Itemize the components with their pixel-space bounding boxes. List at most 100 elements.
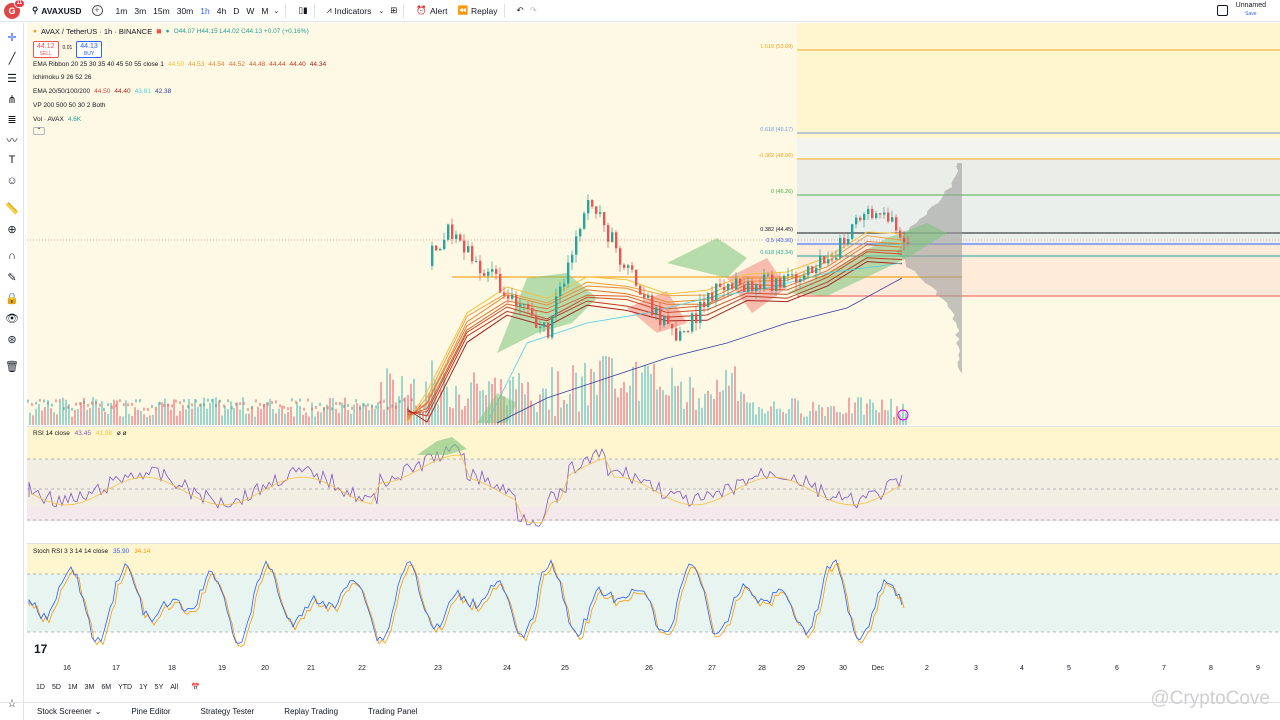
rsi-chart[interactable]	[27, 427, 1280, 542]
rsi-pane[interactable]	[27, 426, 1280, 542]
redo-button[interactable]: ↷	[530, 5, 537, 16]
candle-body	[223, 404, 225, 408]
timeframe-30m[interactable]: 30m	[176, 5, 194, 16]
patterns-icon[interactable]: 〰	[6, 135, 18, 147]
range-3m[interactable]: 3M	[84, 683, 95, 691]
buy-button[interactable]: 44.13 BUY	[76, 40, 102, 58]
volume-bar	[794, 398, 796, 425]
symbol-search[interactable]: ⚲ AVAXUSD	[32, 5, 82, 16]
indicators-button[interactable]: ⩘ Indicators ⌄	[327, 5, 385, 16]
range-1y[interactable]: 1Y	[139, 683, 148, 691]
fib-level-label: 0.618 (49.17)	[760, 127, 793, 133]
undo-button[interactable]: ↶	[517, 5, 524, 16]
candle-body	[311, 407, 313, 411]
ruler-icon[interactable]: 📏	[5, 202, 19, 215]
calendar-icon[interactable]: 📅	[191, 684, 200, 691]
chevron-down-icon[interactable]: ⌄	[273, 7, 280, 15]
volume-bar	[671, 367, 673, 425]
volume-bar	[545, 388, 547, 425]
candle-body	[839, 237, 842, 258]
timeframe-D[interactable]: D	[233, 5, 240, 16]
layout-icon[interactable]	[1216, 4, 1228, 16]
timeframe-M[interactable]: M	[261, 5, 269, 16]
stoch-rsi-chart[interactable]	[27, 544, 1280, 660]
chart-type-button[interactable]: ▯▮	[298, 5, 307, 16]
fib-retracement-icon[interactable]: ≣	[7, 113, 17, 126]
volume-bar	[146, 416, 148, 425]
bottom-tab-replay-trading[interactable]: Replay Trading	[284, 707, 339, 716]
zoom-in-icon[interactable]: ⊕	[7, 223, 17, 236]
eye-icon[interactable]: 👁	[5, 312, 19, 325]
lock-icon[interactable]: 🔒	[5, 292, 19, 305]
profile-avatar[interactable]: G 11	[4, 0, 25, 19]
bottom-tab-strategy-tester[interactable]: Strategy Tester	[200, 707, 255, 716]
pitchfork-icon[interactable]: ⋔	[7, 93, 17, 106]
range-6m[interactable]: 6M	[101, 683, 112, 691]
timeframe-15m[interactable]: 15m	[153, 5, 170, 16]
volume-bar	[446, 386, 448, 425]
indicator-legend-row[interactable]: EMA 20/50/100/200 44.50 44.40 43.81 42.38	[33, 85, 326, 99]
price-pane[interactable]: 1.618 (53.89) 0.618 (49.17) -0.382 (48.06)…	[27, 23, 1280, 425]
range-ytd[interactable]: YTD	[118, 683, 133, 691]
bottom-tab-stock-screener[interactable]: Stock Screener ⌄	[37, 707, 102, 716]
indicator-legend-row[interactable]: EMA Ribbon 20 25 30 35 40 45 50 55 close…	[33, 58, 326, 72]
stoch-k-value: 35.90	[112, 548, 130, 555]
candle-body	[299, 398, 301, 402]
tradingview-logo[interactable]: 17	[34, 642, 48, 656]
rsi-label[interactable]: RSI 14 close	[33, 430, 70, 437]
range-all[interactable]: All	[170, 683, 179, 691]
stoch-rsi-pane[interactable]	[27, 543, 1280, 660]
horizontal-lines-icon[interactable]: ☰	[7, 72, 17, 85]
candle-body	[183, 399, 185, 403]
flag-icon[interactable]: ◼	[156, 28, 162, 35]
bottom-tab-pine-editor[interactable]: Pine Editor	[131, 707, 171, 716]
collapse-legend-button[interactable]: ⌃	[33, 127, 45, 136]
timeframe-4h[interactable]: 4h	[216, 5, 227, 16]
range-1m[interactable]: 1M	[67, 683, 78, 691]
timeframe-1h[interactable]: 1h	[200, 5, 210, 16]
stoch-label[interactable]: Stoch RSI 3 3 14 14 close	[33, 548, 109, 555]
emoji-icon[interactable]: ☺	[6, 175, 18, 187]
indicator-value: 44.44	[269, 60, 286, 68]
indicator-legend-row[interactable]: Vol · AVAX 4.6K	[33, 113, 326, 127]
indicator-legend-row[interactable]: Ichimoku 9 26 52 26	[33, 71, 326, 85]
indicator-legend-row[interactable]: VP 200 500 50 30 2 Both	[33, 99, 326, 113]
range-5d[interactable]: 5D	[51, 683, 61, 691]
sell-button[interactable]: 44.12 SELL	[33, 40, 59, 58]
volume-bar	[566, 403, 568, 425]
pencil-lock-icon[interactable]: ✎	[7, 271, 17, 284]
text-icon[interactable]: T	[8, 154, 16, 166]
bottom-tab-trading-panel[interactable]: Trading Panel	[368, 707, 418, 716]
candle-body	[135, 399, 137, 403]
volume-bar	[716, 379, 718, 425]
legend-symbol-title[interactable]: AVAX / TetherUS · 1h · BINANCE	[40, 27, 153, 36]
range-1d[interactable]: 1D	[36, 683, 45, 691]
volume-bar	[488, 381, 490, 425]
alert-button[interactable]: ⏰ Alert	[416, 5, 447, 16]
replay-button[interactable]: ⏪ Replay	[457, 5, 497, 16]
timeframe-W[interactable]: W	[246, 5, 255, 16]
time-axis-label: 22	[358, 665, 366, 672]
globe-icon[interactable]: ⊛	[7, 333, 17, 346]
price-chart[interactable]: 1.618 (53.89) 0.618 (49.17) -0.382 (48.06)…	[27, 23, 1280, 425]
volume-bar	[626, 392, 628, 425]
range-5y[interactable]: 5Y	[154, 683, 164, 691]
timeframe-1m[interactable]: 1m	[115, 5, 128, 16]
candle-body	[579, 228, 582, 237]
candle-body	[451, 224, 454, 239]
volume-bar	[110, 403, 112, 425]
candle-body	[131, 402, 133, 406]
timeframe-3m[interactable]: 3m	[134, 5, 147, 16]
volume-bar	[605, 356, 607, 425]
trash-icon[interactable]: 🗑	[5, 360, 19, 373]
compare-add-icon[interactable]: +	[91, 5, 103, 16]
time-axis[interactable]: 16 17 18 19 20 21 22 23 24 25 26 27 28 29 30 Dec 2 3 4 5 6 7 8…	[27, 660, 1280, 678]
magnet-icon[interactable]: ∩	[8, 250, 16, 262]
crosshair-icon[interactable]: ✛	[7, 31, 17, 44]
favorite-star-icon[interactable]: ☆	[7, 697, 17, 710]
volume-bar	[713, 398, 715, 425]
layout-name-button[interactable]: Unnamed Save	[1236, 2, 1266, 18]
templates-button[interactable]: ⊞	[390, 5, 397, 16]
trendline-icon[interactable]: ╱	[8, 52, 16, 65]
volume-bar	[203, 397, 205, 425]
